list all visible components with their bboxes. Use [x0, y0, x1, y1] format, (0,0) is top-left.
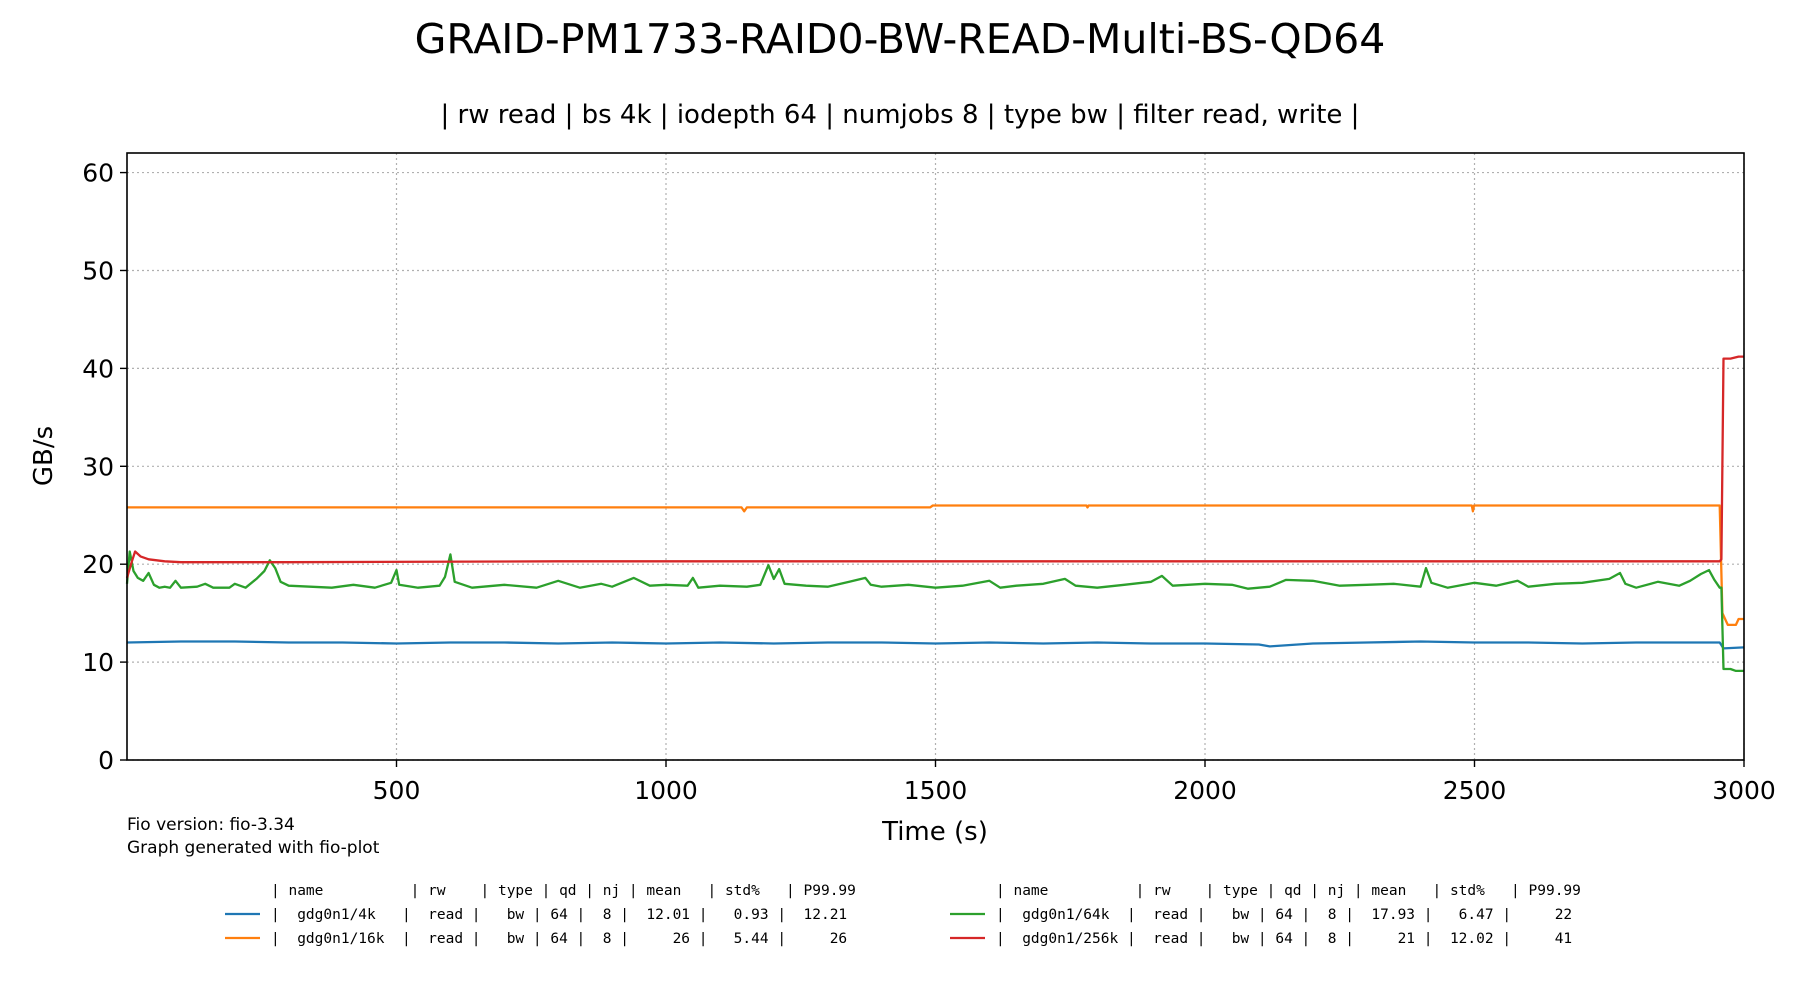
legend-row-16k: | gdg0n1/16k | read | bw | 64 | 8 | 26 |… — [271, 931, 847, 947]
legend-header-left: | name | rw | type | qd | nj | mean | st… — [271, 883, 856, 899]
y-tick-label: 40 — [82, 354, 114, 383]
y-tick-label: 60 — [82, 159, 114, 188]
series-line-256k — [125, 355, 1744, 579]
x-tick-label: 500 — [373, 776, 421, 805]
chart-subtitle: | rw read | bs 4k | iodepth 64 | numjobs… — [441, 100, 1360, 130]
x-tick-label: 2500 — [1443, 776, 1507, 805]
legend-header-right: | name | rw | type | qd | nj | mean | st… — [996, 883, 1581, 899]
legend-table: | name | rw | type | qd | nj | mean | st… — [225, 883, 1581, 947]
legend-row-256k: | gdg0n1/256k | read | bw | 64 | 8 | 21 … — [996, 931, 1572, 947]
series-lines — [125, 355, 1745, 673]
x-tick-label: 1500 — [904, 776, 968, 805]
axis-ticks: 0 10 20 30 40 50 60 500 1000 1500 2000 2500 3000 — [82, 159, 1776, 805]
y-tick-label: 50 — [82, 256, 114, 285]
y-tick-label: 20 — [82, 550, 114, 579]
x-axis-label: Time (s) — [881, 817, 988, 847]
x-tick-label: 3000 — [1712, 776, 1776, 805]
series-line-4k — [126, 640, 1745, 650]
y-tick-label: 10 — [82, 648, 114, 677]
footnote-generator: Graph generated with fio-plot — [127, 838, 380, 858]
chart-title: GRAID-PM1733-RAID0-BW-READ-Multi-BS-QD64 — [415, 15, 1386, 63]
grid-lines — [127, 153, 1745, 761]
footnote-version: Fio version: fio-3.34 — [127, 815, 295, 835]
y-axis-label: GB/s — [29, 426, 59, 486]
legend-row-64k: | gdg0n1/64k | read | bw | 64 | 8 | 17.9… — [996, 907, 1572, 923]
x-tick-label: 2000 — [1173, 776, 1237, 805]
y-tick-label: 30 — [82, 452, 114, 481]
y-tick-label: 0 — [98, 746, 114, 775]
series-line-64k — [125, 550, 1744, 673]
series-line-16k — [127, 504, 1744, 627]
x-tick-label: 1000 — [634, 776, 698, 805]
legend-row-4k: | gdg0n1/4k | read | bw | 64 | 8 | 12.01… — [271, 907, 847, 923]
